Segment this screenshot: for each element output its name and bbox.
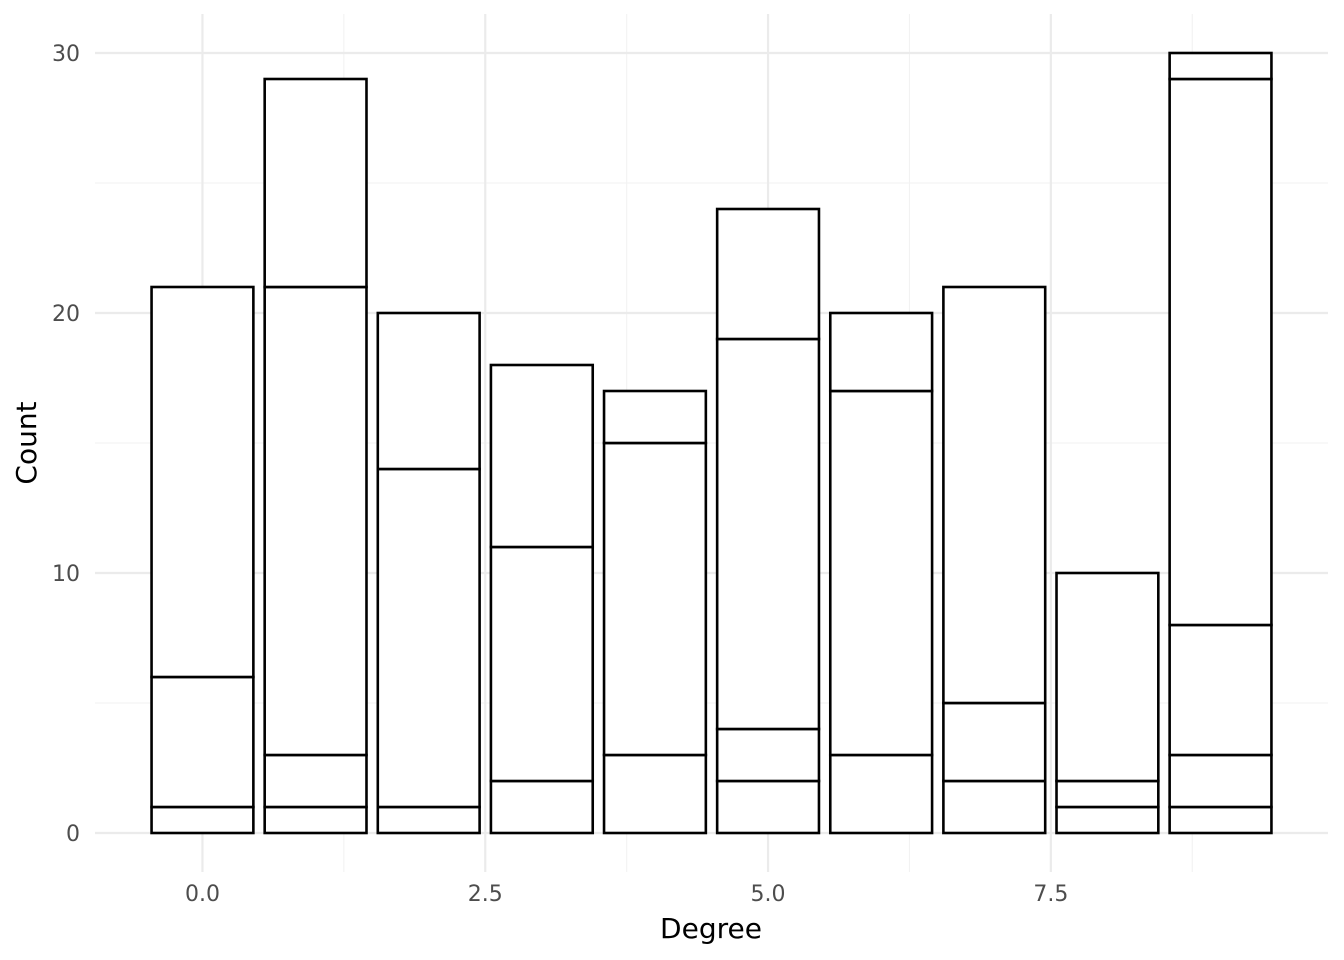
bar-segment xyxy=(263,753,368,809)
bar-segment xyxy=(1055,805,1160,835)
bar-segment xyxy=(489,779,595,835)
bar-stack-1 xyxy=(263,77,368,835)
bar-segment xyxy=(828,753,934,835)
bar-segment xyxy=(602,753,708,835)
bar-segment xyxy=(150,675,255,809)
bar-stack-6 xyxy=(828,311,934,835)
bar-segment xyxy=(489,545,595,783)
x-tick-label: 5.0 xyxy=(751,882,786,907)
bar-segment xyxy=(263,77,368,289)
bar-stack-0 xyxy=(150,285,255,835)
bar-segment xyxy=(263,805,368,835)
bar-segment xyxy=(715,779,821,835)
bar-segment xyxy=(942,701,1047,783)
bar-segment xyxy=(715,727,821,783)
bar-segment xyxy=(1055,571,1160,783)
bar-segment xyxy=(602,441,708,757)
bar-segment xyxy=(150,805,255,835)
bar-stack-9 xyxy=(1168,51,1273,835)
bar-segment xyxy=(828,389,934,757)
bar-segment xyxy=(715,207,821,341)
bar-segment xyxy=(715,337,821,731)
bar-segment xyxy=(1168,51,1273,81)
bar-segment xyxy=(376,805,481,835)
bar-stack-2 xyxy=(376,311,481,835)
bar-stack-8 xyxy=(1055,571,1160,835)
y-axis-ticks: 0 10 20 30 xyxy=(52,42,80,847)
x-axis-ticks: 0.0 2.5 5.0 7.5 xyxy=(185,882,1068,907)
x-tick-label: 0.0 xyxy=(185,882,220,907)
bar-segment xyxy=(942,285,1047,705)
x-tick-label: 7.5 xyxy=(1033,882,1068,907)
bar-segment xyxy=(828,311,934,393)
y-tick-label: 0 xyxy=(66,822,80,847)
x-tick-label: 2.5 xyxy=(468,882,503,907)
bar-segment xyxy=(1168,753,1273,809)
bar-segment xyxy=(1168,623,1273,757)
bar-segment xyxy=(942,779,1047,835)
x-axis-title: Degree xyxy=(660,912,762,945)
y-axis-title: Count xyxy=(10,401,43,484)
bar-segment xyxy=(376,467,481,809)
bar-segment xyxy=(1055,779,1160,809)
y-tick-label: 30 xyxy=(52,42,80,67)
bar-segment xyxy=(263,285,368,757)
bar-segment xyxy=(1168,77,1273,627)
bar-stack-4 xyxy=(602,389,708,835)
bar-stack-3 xyxy=(489,363,595,835)
bar-stack-5 xyxy=(715,207,821,835)
y-tick-label: 10 xyxy=(52,562,80,587)
bars xyxy=(150,51,1273,835)
bar-segment xyxy=(376,311,481,471)
y-tick-label: 20 xyxy=(52,302,80,327)
bar-stack-7 xyxy=(942,285,1047,835)
bar-segment xyxy=(1168,805,1273,835)
bar-segment xyxy=(150,285,255,679)
bar-segment xyxy=(489,363,595,549)
bar-segment xyxy=(602,389,708,445)
